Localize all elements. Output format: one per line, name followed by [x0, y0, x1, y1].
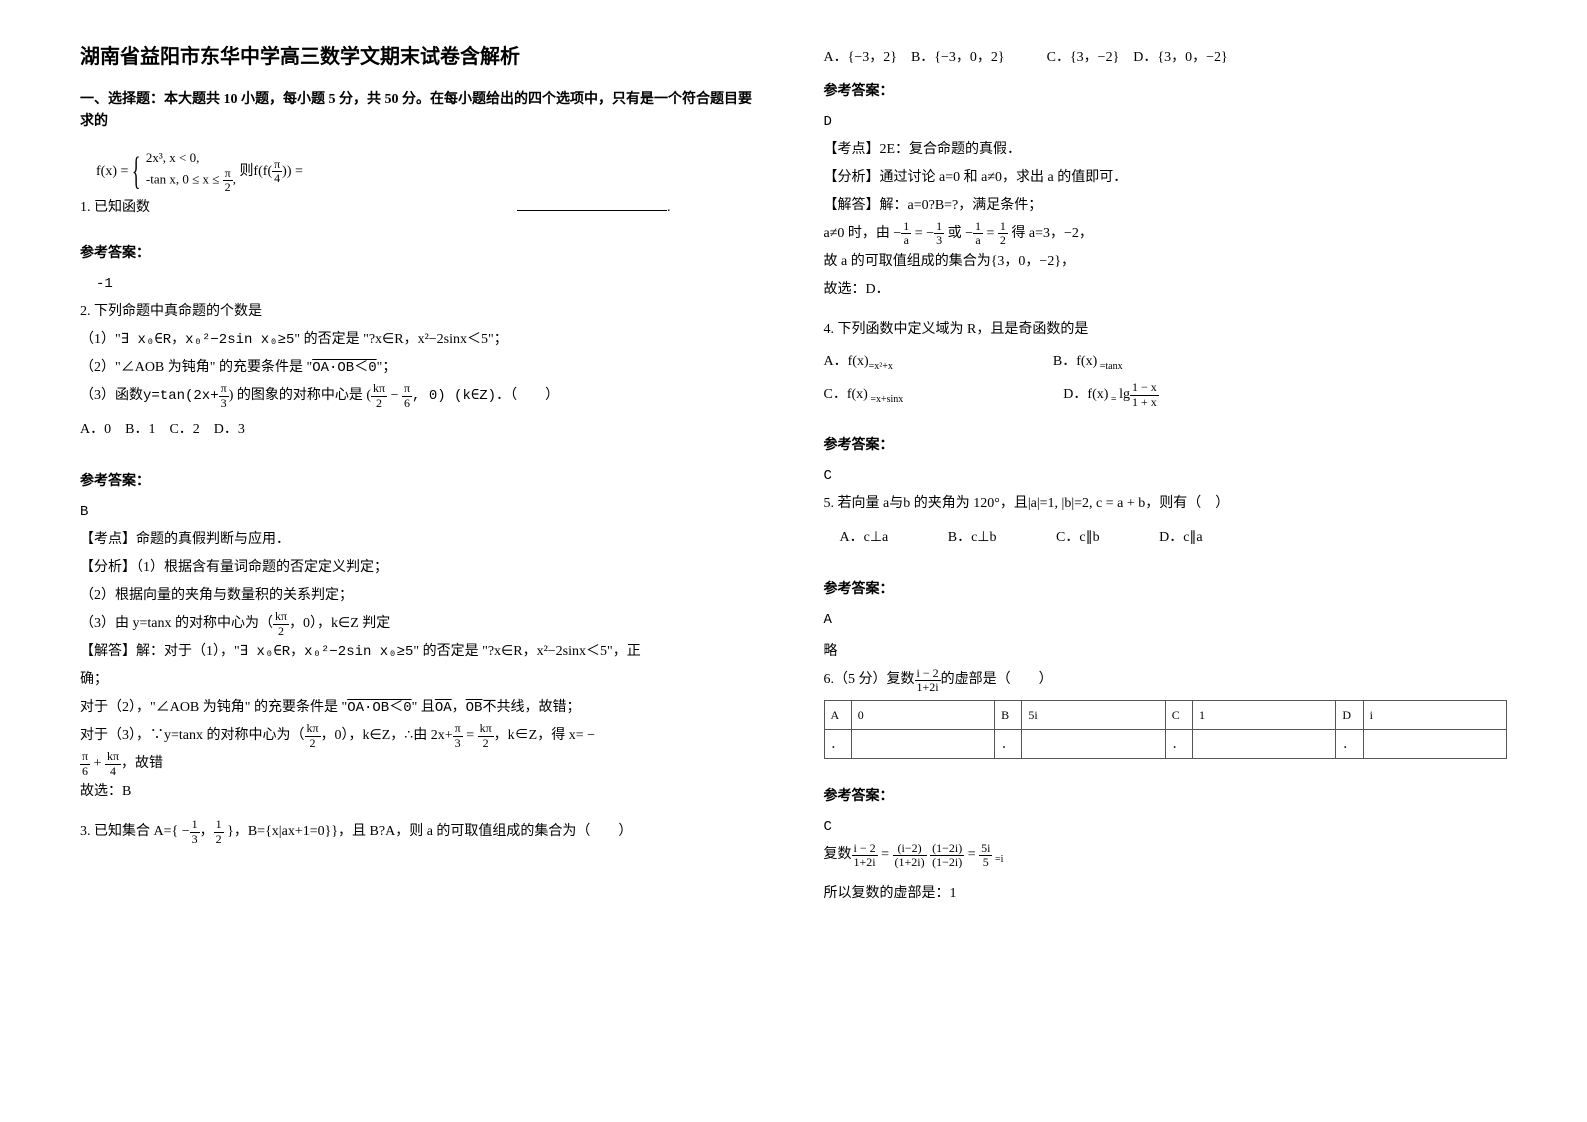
answer-heading-4: 参考答案： — [824, 434, 1508, 454]
q1-piece2-tail: , — [233, 172, 236, 187]
section-intro: 一、选择题：本大题共 10 小题，每小题 5 分，共 50 分。在每小题给出的四… — [80, 89, 764, 134]
answer-heading-2: 参考答案： — [80, 470, 764, 490]
q1-fn-lhs: f(x) = — [96, 158, 128, 186]
question-4: 4. 下列函数中定义域为 R，且是奇函数的是 A．f(x)=x²+x B．f(x… — [824, 316, 1508, 414]
question-3-stem: 3. 已知集合 A={ −13，12 }，B={x|ax+1=0}}，且 B?A… — [80, 818, 764, 846]
q1-piecewise: 2x³, x < 0, -tan x, 0 ≤ x ≤ π2, — [132, 149, 236, 195]
q1-rhs-pre: 则f — [239, 158, 258, 186]
q6-solution: 复数i − 21+2i = (i−2)(1+2i) (1−2i)(1−2i) =… — [824, 841, 1508, 870]
q5-answer: A — [824, 612, 1508, 628]
question-5: 5. 若向量 a与b 的夹角为 120°，且|a|=1, |b|=2, c = … — [824, 490, 1508, 558]
q3-answer: D — [824, 114, 1508, 130]
left-column: 湖南省益阳市东华中学高三数学文期末试卷含解析 一、选择题：本大题共 10 小题，… — [80, 40, 764, 1082]
q1-piece2-a: -tan x, 0 ≤ x ≤ — [146, 172, 223, 187]
page-title: 湖南省益阳市东华中学高三数学文期末试卷含解析 — [80, 40, 764, 69]
table-row: A0 B5i C1 Di — [824, 701, 1507, 730]
q1-frac-pi4: π4 — [272, 158, 282, 185]
q2-stem: 2. 下列命题中真命题的个数是 — [80, 298, 764, 326]
answer-heading-5: 参考答案： — [824, 578, 1508, 598]
q2-answer: B — [80, 504, 764, 520]
question-6: 6.（5 分）复数i − 21+2i的虚部是（ ） A0 B5i C1 Di ．… — [824, 666, 1508, 765]
q1-piece-2: -tan x, 0 ≤ x ≤ π2, — [146, 167, 236, 194]
q2-p1: （1）"∃ x₀∈R，x₀²−2sin x₀≥5" 的否定是 "?x∈R，x²−… — [80, 326, 764, 354]
answer-heading-1: 参考答案： — [80, 242, 764, 262]
q2-p3: （3）函数y=tan(2x+π3) 的图象的对称中心是 (kπ2 − π6, 0… — [80, 382, 764, 410]
answer-heading-6: 参考答案： — [824, 785, 1508, 805]
answer-heading-3: 参考答案： — [824, 80, 1508, 100]
q2-explain: 【考点】命题的真假判断与应用． 【分析】（1）根据含有量词命题的否定定义判定； … — [80, 526, 764, 806]
q2-options: A．0 B．1 C．2 D．3 — [80, 416, 764, 444]
q3-options: A．{−3，2} B．{−3，0，2} C．{3，−2} D．{3，0，−2} — [824, 46, 1508, 66]
q4-answer: C — [824, 468, 1508, 484]
q1-answer: -1 — [80, 276, 764, 292]
q2-p2: （2）"∠AOB 为钝角" 的充要条件是 "OA·OB＜0"； — [80, 354, 764, 382]
q5-lue: 略 — [824, 640, 1508, 660]
table-row: ． ． ． ． — [824, 730, 1507, 759]
q6-answer: C — [824, 819, 1508, 835]
q3-explain: 【考点】2E：复合命题的真假． 【分析】通过讨论 a=0 和 a≠0，求出 a … — [824, 136, 1508, 304]
q1-prefix: 1. 已知函数 — [80, 200, 150, 215]
q6-option-table: A0 B5i C1 Di ． ． ． ． — [824, 700, 1508, 759]
q6-conclusion: 所以复数的虚部是：1 — [824, 882, 1508, 902]
q1-blank — [517, 197, 667, 211]
q1-piece-1: 2x³, x < 0, — [146, 149, 236, 167]
q1-frac-pi2: π2 — [223, 167, 233, 194]
question-2: 2. 下列命题中真命题的个数是 （1）"∃ x₀∈R，x₀²−2sin x₀≥5… — [80, 298, 764, 450]
right-column: A．{−3，2} B．{−3，0，2} C．{3，−2} D．{3，0，−2} … — [824, 40, 1508, 1082]
question-1: f(x) = 2x³, x < 0, -tan x, 0 ≤ x ≤ π2, 则… — [80, 149, 764, 223]
q1-rhs-inner: f( — [263, 158, 272, 186]
q1-eq: = — [295, 158, 303, 186]
